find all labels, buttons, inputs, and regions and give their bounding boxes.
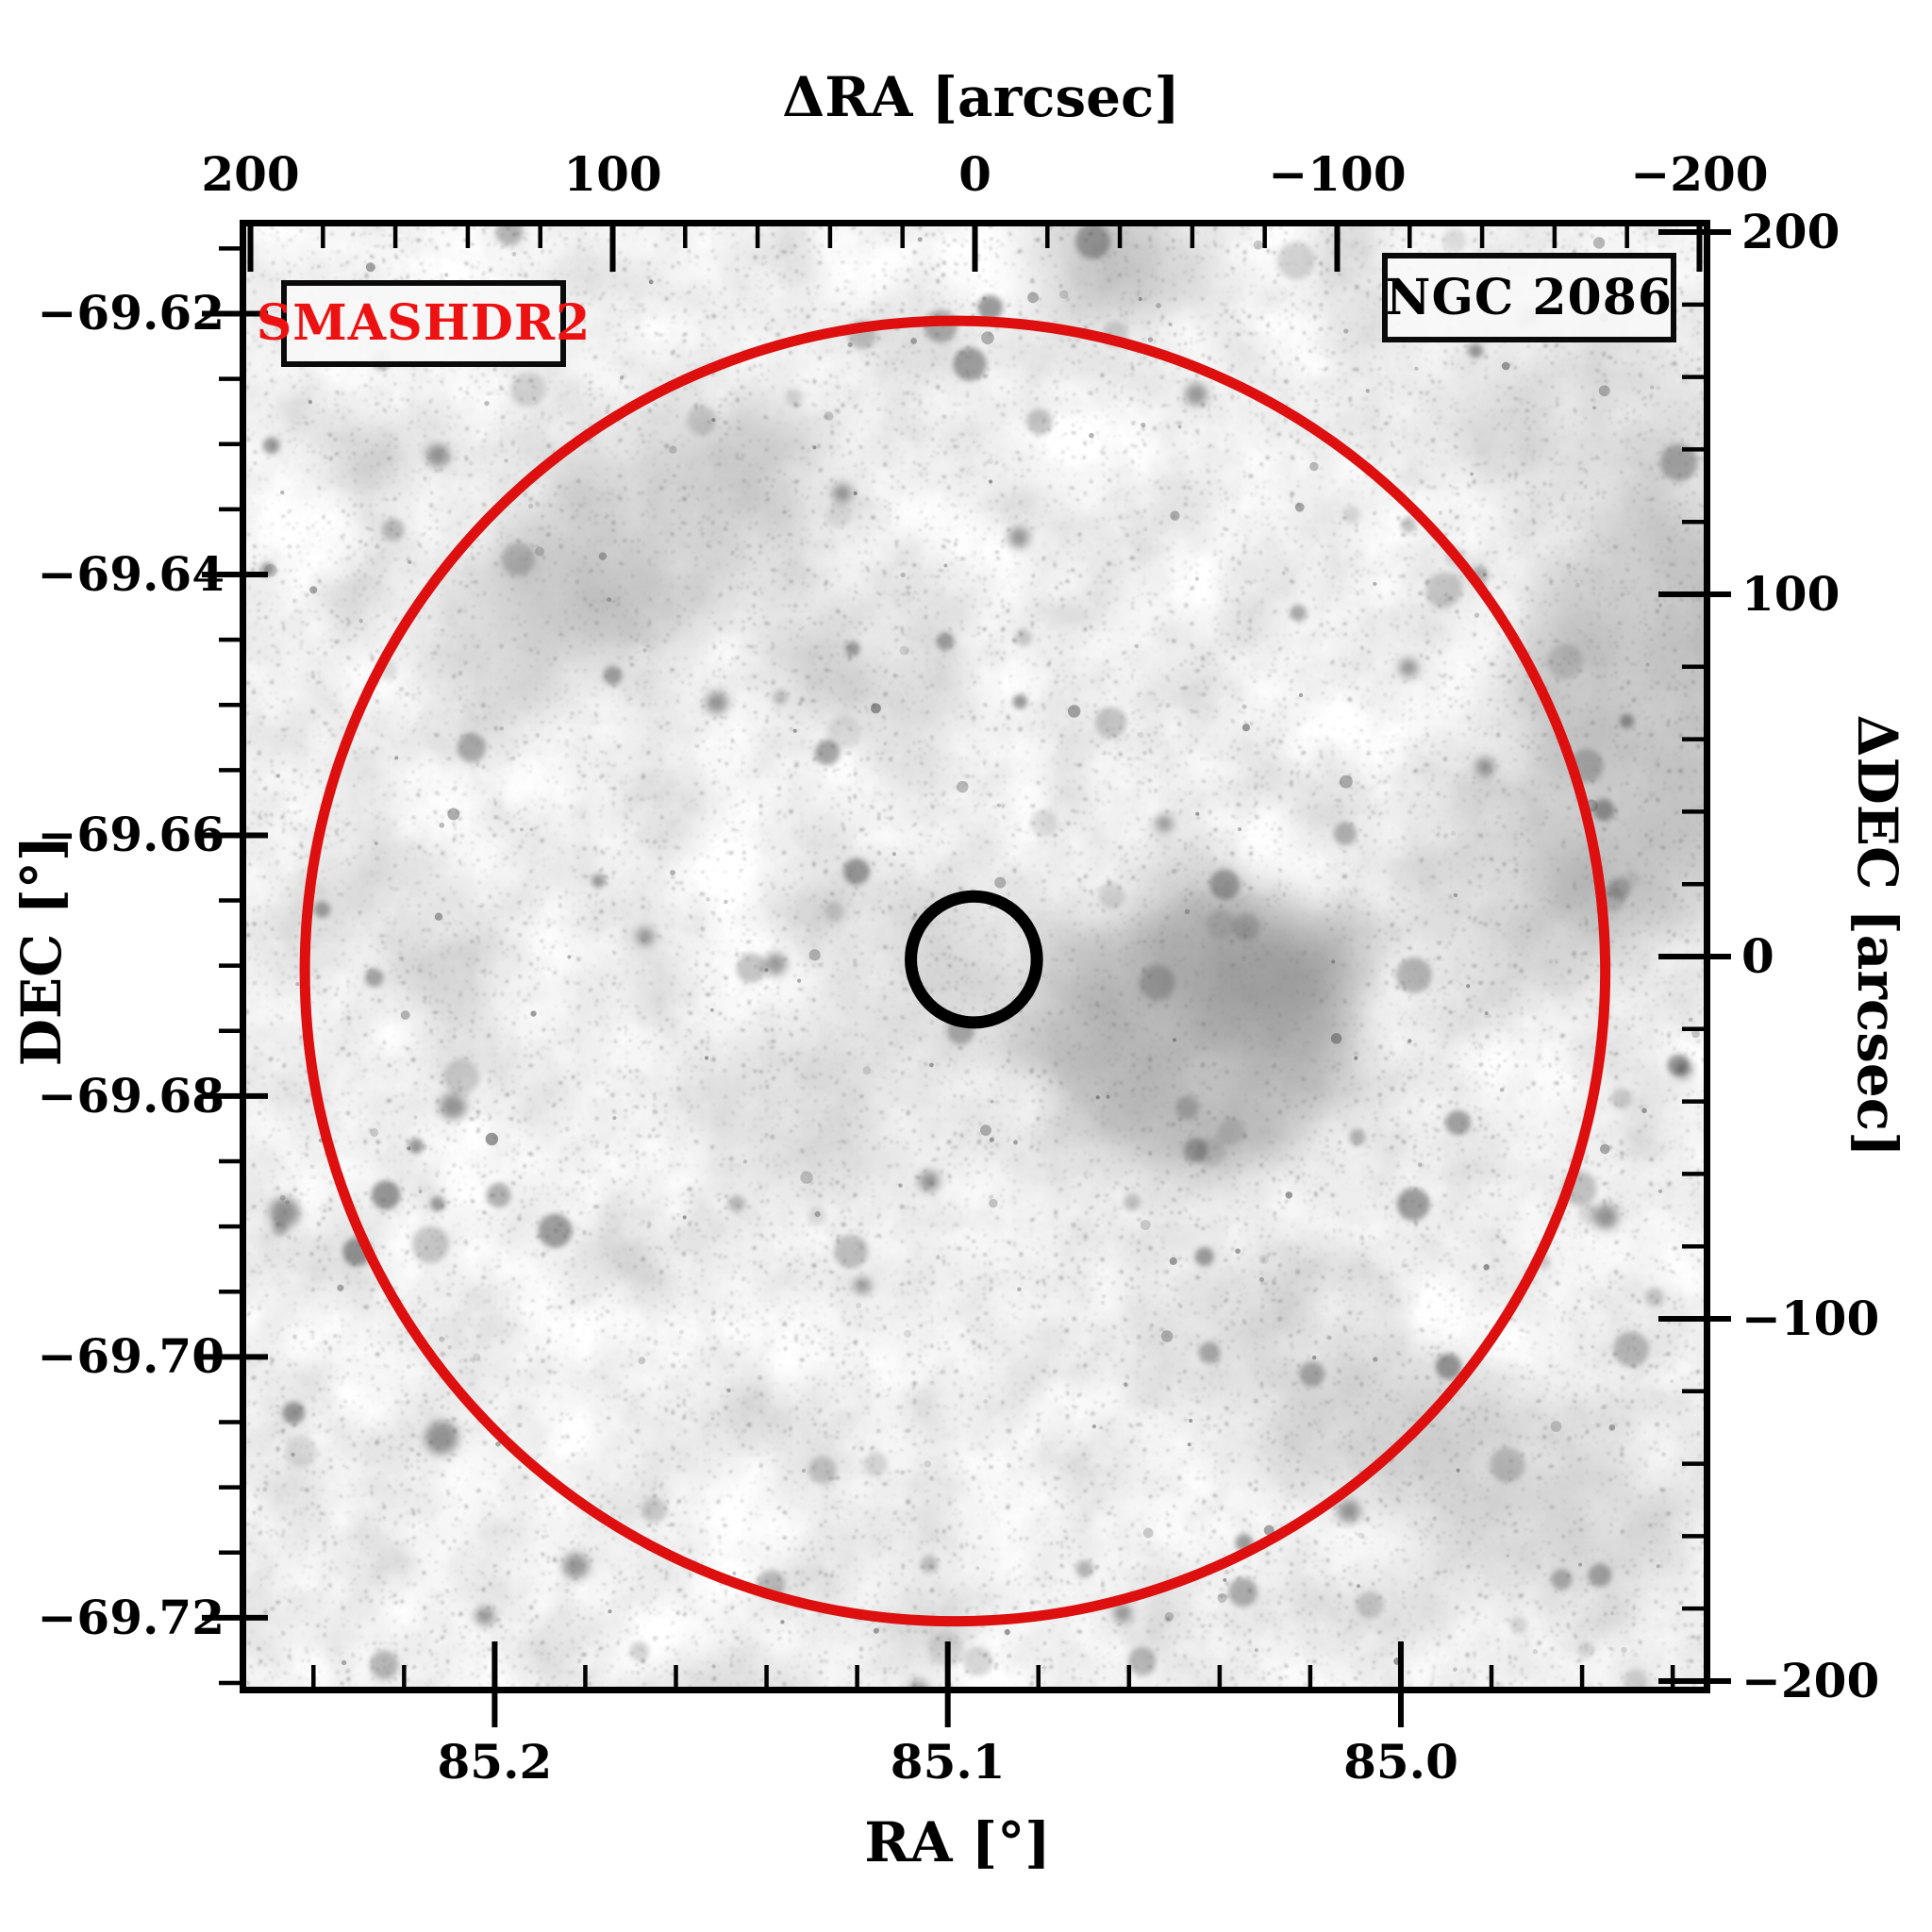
left-axis-tick-label: −69.70 xyxy=(37,1328,225,1385)
bottom-axis-title: RA [°] xyxy=(864,1810,1051,1874)
top-axis-tick-label: −200 xyxy=(1630,146,1769,202)
target-name-label: NGC 2086 xyxy=(1385,268,1674,326)
plot-frame xyxy=(240,220,1710,1693)
right-axis-tick-label: −200 xyxy=(1741,1652,1880,1708)
bottom-axis-tick-label: 85.0 xyxy=(1343,1734,1458,1790)
target-name-badge: NGC 2086 xyxy=(1382,253,1676,342)
left-axis-tick-label: −69.68 xyxy=(37,1067,225,1124)
overlay-circles xyxy=(299,315,1611,1627)
left-axis-tick-label: −69.64 xyxy=(37,545,225,602)
right-axis-tick-label: −100 xyxy=(1741,1290,1880,1346)
sky-image-plot: SMASHDR2 NGC 2086 xyxy=(202,220,1731,1727)
top-axis-tick-label: −100 xyxy=(1268,146,1407,202)
top-axis-tick-label: 100 xyxy=(563,146,662,202)
survey-badge: SMASHDR2 xyxy=(257,280,590,367)
axis-ticks xyxy=(202,223,1731,1727)
right-axis-tick-label: 100 xyxy=(1741,566,1840,622)
right-axis-tick-label: 0 xyxy=(1741,928,1774,984)
right-axis-title: ΔDEC [arcsec] xyxy=(1845,714,1909,1158)
cluster-center-circle xyxy=(905,890,1043,1029)
top-axis-title: ΔRA [arcsec] xyxy=(782,65,1180,129)
top-axis-tick-label: 200 xyxy=(201,146,300,202)
left-axis-tick-label: −69.72 xyxy=(37,1589,225,1645)
star-dots xyxy=(260,220,1700,1693)
bottom-axis-tick-label: 85.1 xyxy=(890,1734,1006,1790)
left-axis-title: DEC [°] xyxy=(9,835,74,1067)
sky-image xyxy=(240,220,1710,1693)
field-radius-circle xyxy=(299,315,1611,1627)
sky-image-svg xyxy=(202,220,1731,1727)
bottom-axis-tick-label: 85.2 xyxy=(437,1734,553,1790)
survey-badge-label: SMASHDR2 xyxy=(256,294,591,352)
right-axis-tick-label: 200 xyxy=(1741,204,1840,260)
top-axis-tick-label: 0 xyxy=(958,146,991,202)
left-axis-tick-label: −69.66 xyxy=(37,807,225,863)
left-axis-tick-label: −69.62 xyxy=(37,285,225,341)
star-speckle-noise xyxy=(240,220,1710,1693)
